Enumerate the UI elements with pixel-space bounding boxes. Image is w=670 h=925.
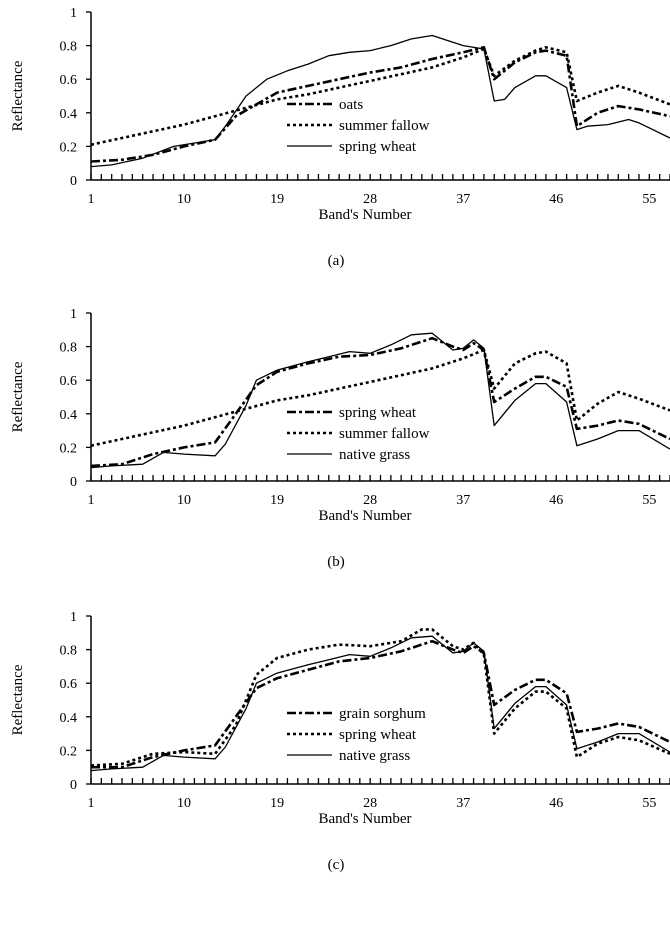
y-tick-label: 1 xyxy=(70,6,77,21)
x-tick-label: 10 xyxy=(177,796,191,811)
x-tick-label: 1 xyxy=(88,493,95,508)
legend-label: summer fallow xyxy=(339,426,430,442)
y-tick-label: 0.8 xyxy=(60,341,78,356)
legend-label: summer fallow xyxy=(339,118,430,134)
y-tick-label: 0.8 xyxy=(60,40,78,55)
series-line-native-grass xyxy=(91,635,670,772)
y-tick-label: 0.6 xyxy=(60,374,78,389)
legend-label: spring wheat xyxy=(339,405,417,421)
panel-label: (b) xyxy=(327,554,345,570)
y-tick-label: 1 xyxy=(70,610,77,625)
x-tick-label: 37 xyxy=(456,796,470,811)
x-tick-label: 19 xyxy=(270,493,284,508)
series-line-grain-sorghum xyxy=(91,639,670,769)
y-tick-label: 0.4 xyxy=(60,107,78,122)
series-line-spring-wheat xyxy=(91,336,670,468)
series-line-summer-fallow xyxy=(91,46,670,146)
x-tick-label: 55 xyxy=(642,493,656,508)
y-tick-label: 0.6 xyxy=(60,73,78,88)
legend-label: grain sorghum xyxy=(339,706,426,722)
y-tick-label: 0 xyxy=(70,475,77,490)
x-tick-label: 55 xyxy=(642,192,656,207)
x-axis-title: Band's Number xyxy=(318,811,411,827)
y-tick-label: 0.4 xyxy=(60,711,78,726)
series-line-spring-wheat xyxy=(91,628,670,767)
x-tick-label: 19 xyxy=(270,796,284,811)
chart-panel-1: 0 0.2 0.4 0.6 0.8 1 1 10 19 28 37 46 55 Band's Number… xyxy=(10,6,670,269)
panel-label: (a) xyxy=(328,253,345,269)
x-tick-label: 1 xyxy=(88,192,95,207)
x-tick-label: 28 xyxy=(363,192,377,207)
y-tick-label: 1 xyxy=(70,307,77,322)
y-tick-label: 0.2 xyxy=(60,140,78,155)
x-tick-label: 46 xyxy=(549,493,563,508)
y-tick-label: 0.2 xyxy=(60,744,78,759)
series-line-spring-wheat xyxy=(91,34,670,168)
x-tick-label: 28 xyxy=(363,493,377,508)
x-tick-label: 10 xyxy=(177,493,191,508)
x-tick-label: 46 xyxy=(549,796,563,811)
y-tick-label: 0.6 xyxy=(60,677,78,692)
x-tick-label: 46 xyxy=(549,192,563,207)
legend-label: spring wheat xyxy=(339,139,417,155)
y-axis-title: Reflectance xyxy=(10,60,26,131)
x-tick-label: 55 xyxy=(642,796,656,811)
y-tick-label: 0.8 xyxy=(60,644,78,659)
y-tick-label: 0 xyxy=(70,174,77,189)
chart-panel-3: 0 0.2 0.4 0.6 0.8 1 1 10 19 28 37 46 55 Band's Number… xyxy=(10,610,670,873)
x-tick-label: 37 xyxy=(456,192,470,207)
series-line-native-grass xyxy=(91,332,670,469)
y-tick-label: 0.2 xyxy=(60,441,78,456)
panel-label: (c) xyxy=(328,857,345,873)
x-tick-label: 28 xyxy=(363,796,377,811)
x-tick-label: 10 xyxy=(177,192,191,207)
legend-label: spring wheat xyxy=(339,727,417,743)
y-tick-label: 0 xyxy=(70,778,77,793)
chart-panel-2: 0 0.2 0.4 0.6 0.8 1 1 10 19 28 37 46 55 Band's Number… xyxy=(10,307,670,570)
x-tick-label: 1 xyxy=(88,796,95,811)
x-axis-title: Band's Number xyxy=(318,207,411,223)
legend-label: native grass xyxy=(339,447,410,463)
legend-label: oats xyxy=(339,97,363,113)
legend-label: native grass xyxy=(339,748,410,764)
x-axis-title: Band's Number xyxy=(318,508,411,524)
y-axis-title: Reflectance xyxy=(10,664,26,735)
x-tick-label: 19 xyxy=(270,192,284,207)
y-tick-label: 0.4 xyxy=(60,408,78,423)
series-line-summer-fallow xyxy=(91,348,670,447)
y-axis-title: Reflectance xyxy=(10,361,26,432)
x-tick-label: 37 xyxy=(456,493,470,508)
